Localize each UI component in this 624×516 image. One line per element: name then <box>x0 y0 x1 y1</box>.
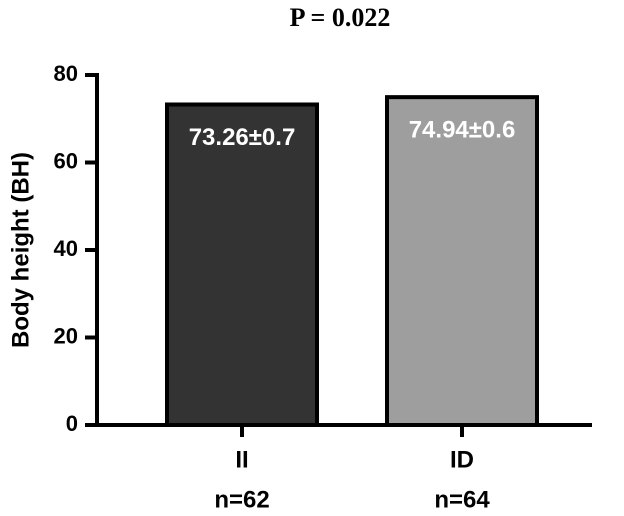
x-tick-label: ID <box>450 446 474 473</box>
y-tick-label: 20 <box>54 323 78 348</box>
value-label: 74.94±0.6 <box>409 116 516 143</box>
bar <box>165 102 319 428</box>
y-axis-label: Body height (BH) <box>7 152 34 348</box>
bar <box>385 95 539 427</box>
y-tick-label: 40 <box>54 236 78 261</box>
y-tick-label: 80 <box>54 61 78 86</box>
x-tick-label: II <box>235 446 248 473</box>
value-label: 73.26±0.7 <box>189 124 296 151</box>
y-tick-label: 0 <box>66 411 78 436</box>
sample-label: n=62 <box>214 486 269 513</box>
sample-label: n=64 <box>434 486 490 513</box>
y-tick-label: 60 <box>54 148 78 173</box>
chart-title: P = 0.022 <box>290 3 391 32</box>
